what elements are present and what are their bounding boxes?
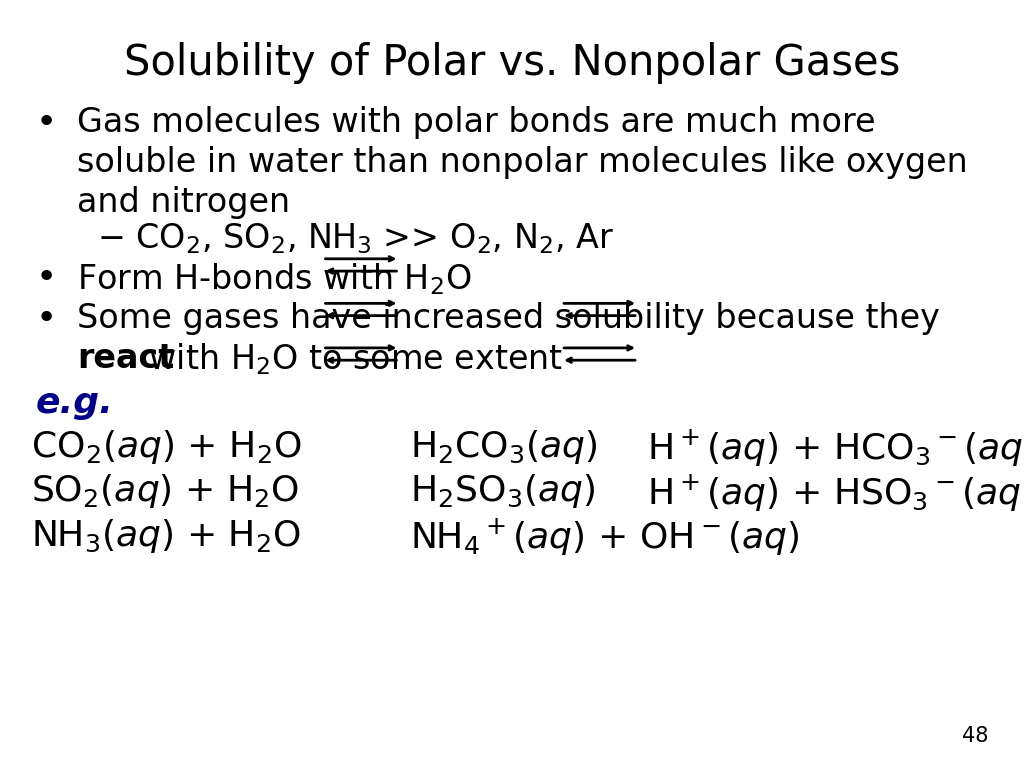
Text: NH$_3$($\it{aq}$) + H$_2$O: NH$_3$($\it{aq}$) + H$_2$O (31, 517, 301, 554)
Text: NH$_4$$^+$($\it{aq}$) + OH$^-$($\it{aq}$): NH$_4$$^+$($\it{aq}$) + OH$^-$($\it{aq}$… (410, 517, 799, 558)
Text: CO$_2$($\it{aq}$) + H$_2$O: CO$_2$($\it{aq}$) + H$_2$O (31, 428, 301, 465)
Text: •: • (36, 261, 57, 295)
Text: •: • (36, 302, 57, 336)
Text: 48: 48 (962, 727, 988, 746)
Text: SO$_2$($\it{aq}$) + H$_2$O: SO$_2$($\it{aq}$) + H$_2$O (31, 472, 299, 510)
Text: Form H-bonds with H$_2$O: Form H-bonds with H$_2$O (77, 261, 471, 296)
Text: H$_2$SO$_3$($\it{aq}$): H$_2$SO$_3$($\it{aq}$) (410, 472, 595, 510)
Text: H$^+$($\it{aq}$) + HCO$_3$$^-$($\it{aq}$): H$^+$($\it{aq}$) + HCO$_3$$^-$($\it{aq}$… (647, 428, 1024, 469)
Text: H$_2$CO$_3$($\it{aq}$): H$_2$CO$_3$($\it{aq}$) (410, 428, 597, 465)
Text: Solubility of Polar vs. Nonpolar Gases: Solubility of Polar vs. Nonpolar Gases (124, 42, 900, 84)
Text: Gas molecules with polar bonds are much more: Gas molecules with polar bonds are much … (77, 106, 876, 139)
Text: e.g.: e.g. (36, 386, 114, 419)
Text: react: react (77, 342, 174, 375)
Text: H$^+$($\it{aq}$) + HSO$_3$$^-$($\it{aq}$): H$^+$($\it{aq}$) + HSO$_3$$^-$($\it{aq}$… (647, 472, 1024, 514)
Text: Some gases have increased solubility because they: Some gases have increased solubility bec… (77, 302, 940, 335)
Text: $-$ CO$_2$, SO$_2$, NH$_3$ >> O$_2$, N$_2$, Ar: $-$ CO$_2$, SO$_2$, NH$_3$ >> O$_2$, N$_… (97, 221, 614, 256)
Text: soluble in water than nonpolar molecules like oxygen: soluble in water than nonpolar molecules… (77, 146, 968, 179)
Text: with H$_2$O to some extent: with H$_2$O to some extent (138, 342, 563, 377)
Text: •: • (36, 106, 57, 140)
Text: and nitrogen: and nitrogen (77, 186, 290, 219)
